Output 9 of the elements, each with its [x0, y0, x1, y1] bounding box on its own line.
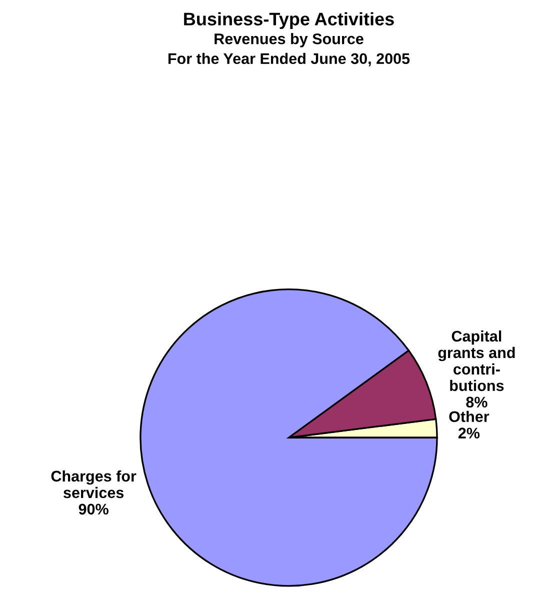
slice-label: Charges for services — [51, 470, 136, 498]
data-label: 8% — [466, 396, 488, 408]
chart-title: Business-Type Activities — [184, 12, 394, 30]
data-label: 2% — [458, 428, 480, 438]
pie-slice — [140, 288, 438, 587]
slice-label: Other — [449, 410, 490, 422]
chart-subtitle: Revenues by Source For the Year Ended June 30, 2005 — [168, 33, 410, 66]
slice-label: Capital grants and contri- butions — [438, 330, 515, 392]
data-label: 90% — [78, 504, 108, 515]
